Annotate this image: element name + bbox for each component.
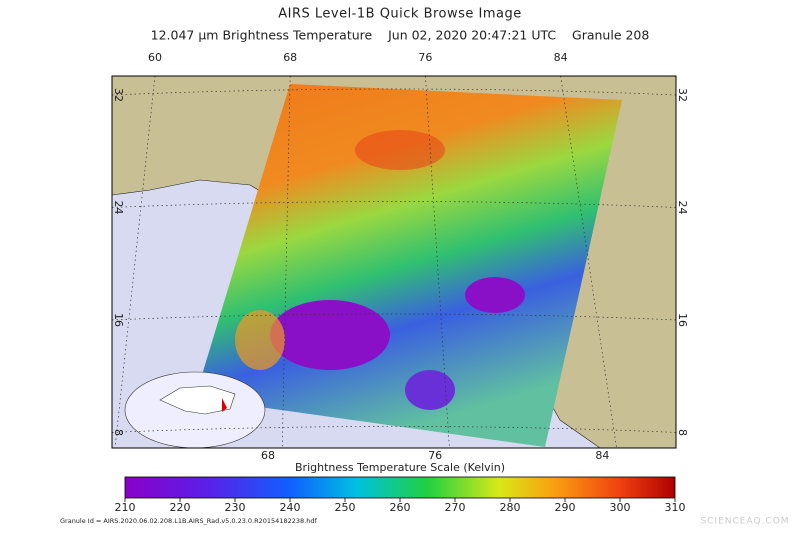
lat-label: 24: [112, 200, 125, 214]
lat-label: 32: [676, 88, 689, 102]
meridian: [114, 76, 156, 448]
lat-label: 8: [676, 429, 689, 436]
colorbar-tick-label: 210: [115, 501, 136, 514]
lat-label: 8: [112, 429, 125, 436]
parallel: [112, 426, 676, 433]
meridian: [425, 76, 450, 448]
subtitle: 12.047 μm Brightness Temperature Jun 02,…: [151, 28, 650, 43]
lon-label: 76: [418, 51, 432, 64]
colorbar-tick-label: 270: [445, 501, 466, 514]
parallel: [112, 313, 676, 321]
watermark: SCIENCEAQ.COM: [700, 517, 789, 527]
map: [112, 76, 676, 448]
inset-globe: [124, 371, 266, 448]
cloud: [405, 370, 455, 410]
colorbar-tick-label: 310: [665, 501, 686, 514]
colorbar-tick-label: 220: [170, 501, 191, 514]
cloud: [235, 310, 285, 370]
cloud: [465, 277, 525, 313]
granule-id: Granule Id = AIRS.2020.06.02.208.L1B.AIR…: [60, 517, 317, 525]
lon-label: 68: [283, 51, 297, 64]
lon-label: 60: [148, 51, 162, 64]
colorbar-tick-label: 290: [555, 501, 576, 514]
lat-label: 32: [112, 88, 125, 102]
land: [590, 90, 676, 448]
title: AIRS Level-1B Quick Browse Image: [278, 7, 522, 22]
colorbar: [124, 476, 676, 499]
colorbar-tick-label: 250: [335, 501, 356, 514]
colorbar-tick-label: 300: [610, 501, 631, 514]
colorbar-title: Brightness Temperature Scale (Kelvin): [295, 461, 505, 474]
map-frame: [111, 75, 677, 449]
cloud: [270, 300, 390, 370]
lon-label: 84: [595, 449, 609, 462]
parallel: [112, 88, 676, 96]
colorbar-tick-label: 240: [280, 501, 301, 514]
lon-label: 68: [261, 449, 275, 462]
lon-label: 84: [554, 51, 568, 64]
colorbar-tick-label: 230: [225, 501, 246, 514]
parallel: [112, 201, 676, 208]
lat-label: 16: [112, 313, 125, 327]
colorbar-tick-label: 280: [500, 501, 521, 514]
cloud: [355, 130, 445, 170]
colorbar-tick-label: 260: [390, 501, 411, 514]
graticule: [112, 76, 676, 448]
lat-label: 16: [676, 313, 689, 327]
lon-label: 76: [428, 449, 442, 462]
lat-label: 24: [676, 200, 689, 214]
